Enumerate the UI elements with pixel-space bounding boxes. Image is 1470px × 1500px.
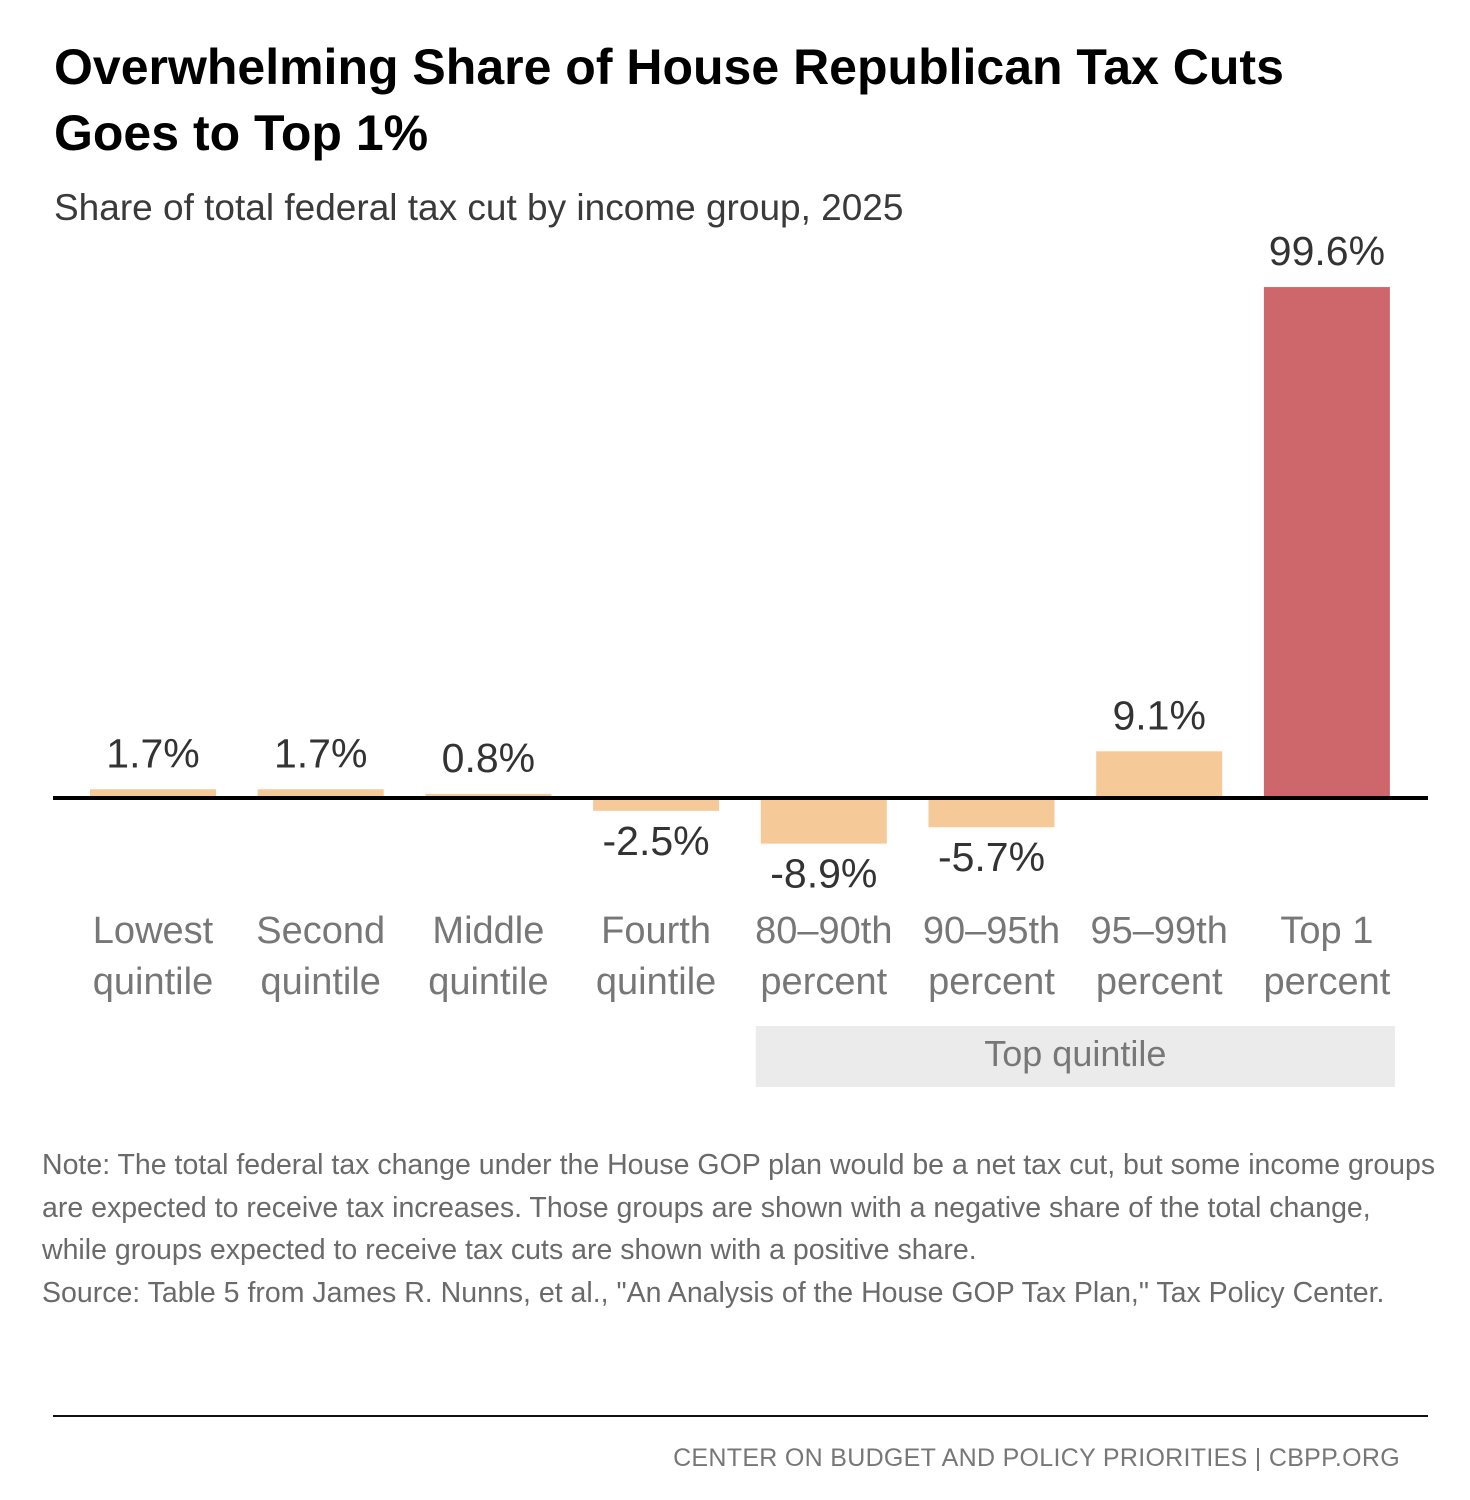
- chart-notes: Note: The total federal tax change under…: [42, 1144, 1437, 1314]
- footer-divider: [53, 1415, 1428, 1417]
- category-label-7: 95–99th percent: [1091, 910, 1228, 1003]
- bar-2: [257, 789, 384, 798]
- bar-1: [90, 789, 216, 798]
- group-band-top-quintile: [755, 1026, 1395, 1087]
- footer-credit: CENTER ON BUDGET AND POLICY PRIORITIES |…: [673, 1444, 1400, 1472]
- value-label-4: -2.5%: [603, 818, 710, 864]
- value-label-7: 9.1%: [1112, 692, 1205, 738]
- value-label-1: 1.7%: [106, 730, 199, 776]
- bar-4: [593, 798, 720, 811]
- chart-title: Overwhelming Share of House Republican T…: [54, 39, 1284, 161]
- category-label-4: Fourth quintile: [596, 910, 716, 1003]
- category-label-3: Middle quintile: [428, 910, 548, 1003]
- bar-chart: Top quintile 1.7% Lowest quintile 1.7% Second…: [53, 228, 1428, 1087]
- value-label-8: 99.6%: [1269, 228, 1385, 274]
- group-label-top-quintile: Top quintile: [984, 1033, 1166, 1074]
- value-label-3: 0.8%: [442, 735, 535, 781]
- value-label-2: 1.7%: [274, 730, 367, 776]
- category-label-8: Top 1 percent: [1264, 910, 1391, 1003]
- value-label-6: -5.7%: [938, 834, 1045, 880]
- category-label-5: 80–90th percent: [755, 910, 892, 1003]
- value-label-5: -8.9%: [770, 851, 877, 897]
- category-label-6: 90–95th percent: [923, 910, 1060, 1003]
- bar-7: [1096, 751, 1223, 798]
- bar-5: [760, 798, 887, 844]
- category-label-2: Second quintile: [256, 910, 385, 1003]
- note-text: Note: The total federal tax change under…: [42, 1149, 1436, 1266]
- bar-3: [425, 793, 552, 798]
- source-text: Source: Table 5 from James R. Nunns, et …: [42, 1276, 1385, 1309]
- category-label-1: Lowest quintile: [93, 910, 214, 1003]
- bar-8: [1263, 287, 1390, 798]
- chart-subtitle: Share of total federal tax cut by income…: [54, 187, 904, 228]
- bar-6: [928, 798, 1055, 828]
